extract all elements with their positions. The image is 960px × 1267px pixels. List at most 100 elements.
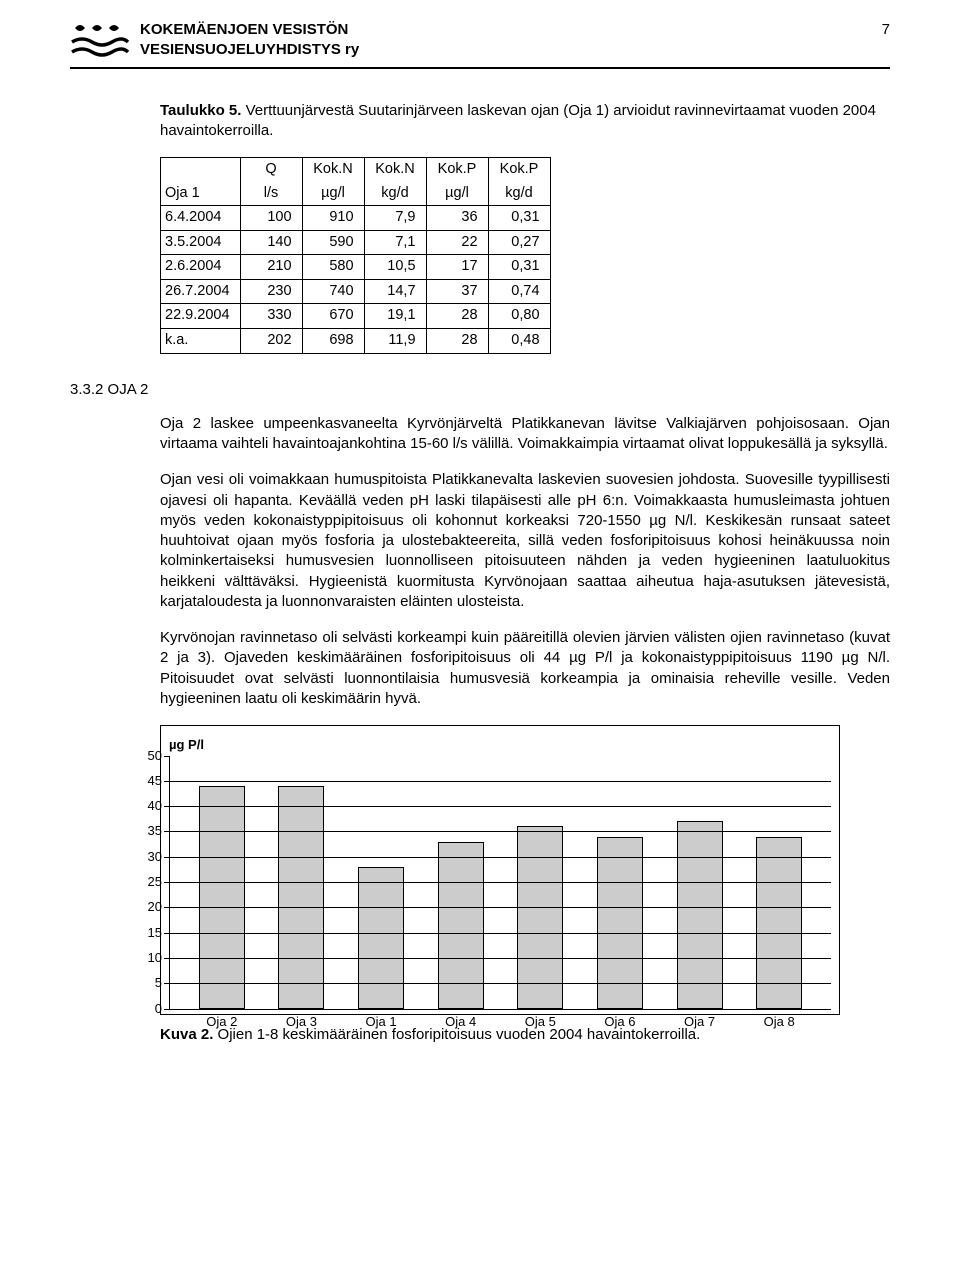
main-content: Taulukko 5. Verttuunjärvestä Suutarinjär…	[70, 101, 890, 1046]
y-axis-label: µg P/l	[169, 736, 831, 754]
header-line1: KOKEMÄENJOEN VESISTÖN	[140, 21, 348, 38]
table-cell: 2.6.2004	[161, 255, 241, 280]
table-row: 22.9.200433067019,1280,80	[161, 304, 551, 329]
table-cell: 36	[426, 206, 488, 231]
table-row: 6.4.20041009107,9360,31	[161, 206, 551, 231]
table-header-cell: kg/d	[364, 182, 426, 206]
table-cell: 7,1	[364, 230, 426, 255]
y-tick	[164, 857, 170, 858]
table-cell: 0,31	[488, 255, 550, 280]
gridline	[170, 831, 831, 832]
table-cell: 22.9.2004	[161, 304, 241, 329]
table-cell: 230	[240, 279, 302, 304]
y-tick	[164, 831, 170, 832]
y-tick	[164, 806, 170, 807]
table-head: QKok.NKok.NKok.PKok.POja 1l/sµg/lkg/dµg/…	[161, 158, 551, 206]
y-tick-label: 20	[138, 899, 162, 917]
table-header-cell	[161, 158, 241, 182]
header-line2: VESIENSUOJELUYHDISTYS ry	[140, 41, 359, 58]
table-cell: 580	[302, 255, 364, 280]
table-cell: 910	[302, 206, 364, 231]
table-cell: 210	[240, 255, 302, 280]
caption-label: Taulukko 5.	[160, 102, 241, 119]
paragraph-3: Kyrvönojan ravinnetaso oli selvästi kork…	[160, 628, 890, 709]
page-number: 7	[882, 20, 890, 40]
y-tick-label: 35	[138, 823, 162, 841]
table-row: 2.6.200421058010,5170,31	[161, 255, 551, 280]
gridline	[170, 933, 831, 934]
table-header-cell: µg/l	[426, 182, 488, 206]
logo-icon	[70, 20, 130, 60]
y-tick	[164, 756, 170, 757]
table-header-cell: Kok.N	[364, 158, 426, 182]
gridline	[170, 983, 831, 984]
x-label: Oja 1	[358, 1013, 404, 1031]
table-cell: 330	[240, 304, 302, 329]
y-tick-label: 0	[138, 1000, 162, 1018]
table-cell: 6.4.2004	[161, 206, 241, 231]
table-cell: 11,9	[364, 328, 426, 353]
data-table: QKok.NKok.NKok.PKok.POja 1l/sµg/lkg/dµg/…	[160, 157, 551, 354]
table-cell: 19,1	[364, 304, 426, 329]
plot-area: Oja 2Oja 3Oja 1Oja 4Oja 5Oja 6Oja 7Oja 8…	[169, 756, 831, 1010]
x-label: Oja 5	[517, 1013, 563, 1031]
y-tick-label: 45	[138, 772, 162, 790]
bar	[199, 786, 245, 1009]
y-tick-label: 25	[138, 873, 162, 891]
x-label: Oja 7	[677, 1013, 723, 1031]
table-header-cell: Q	[240, 158, 302, 182]
table-cell: 17	[426, 255, 488, 280]
bar	[517, 826, 563, 1008]
x-label: Oja 2	[199, 1013, 245, 1031]
table-cell: 0,48	[488, 328, 550, 353]
paragraph-1: Oja 2 laskee umpeenkasvaneelta Kyrvönjär…	[160, 414, 890, 455]
y-tick	[164, 958, 170, 959]
table-cell: 37	[426, 279, 488, 304]
x-label: Oja 3	[278, 1013, 324, 1031]
table-cell: 10,5	[364, 255, 426, 280]
table-cell: k.a.	[161, 328, 241, 353]
y-tick-label: 30	[138, 848, 162, 866]
section-heading: 3.3.2 OJA 2	[70, 380, 890, 400]
table-cell: 100	[240, 206, 302, 231]
bar	[677, 821, 723, 1008]
bar	[278, 786, 324, 1009]
gridline	[170, 857, 831, 858]
gridline	[170, 907, 831, 908]
paragraph-2: Ojan vesi oli voimakkaan humuspitoista P…	[160, 470, 890, 612]
y-tick-label: 50	[138, 747, 162, 765]
table-cell: 28	[426, 304, 488, 329]
bar	[358, 867, 404, 1009]
table-cell: 7,9	[364, 206, 426, 231]
table-cell: 202	[240, 328, 302, 353]
x-label: Oja 6	[597, 1013, 643, 1031]
table-cell: 698	[302, 328, 364, 353]
x-label: Oja 4	[438, 1013, 484, 1031]
table-cell: 0,31	[488, 206, 550, 231]
table-header-cell: kg/d	[488, 182, 550, 206]
gridline	[170, 958, 831, 959]
bar-chart: µg P/l Oja 2Oja 3Oja 1Oja 4Oja 5Oja 6Oja…	[160, 725, 840, 1015]
gridline	[170, 806, 831, 807]
y-tick-label: 5	[138, 974, 162, 992]
table-cell: 3.5.2004	[161, 230, 241, 255]
table-row: 26.7.200423074014,7370,74	[161, 279, 551, 304]
y-tick	[164, 907, 170, 908]
y-tick-label: 15	[138, 924, 162, 942]
page-header: KOKEMÄENJOEN VESISTÖN VESIENSUOJELUYHDIS…	[70, 20, 890, 69]
table-row: 3.5.20041405907,1220,27	[161, 230, 551, 255]
table-header-cell: µg/l	[302, 182, 364, 206]
table-row: k.a.20269811,9280,48	[161, 328, 551, 353]
y-tick	[164, 933, 170, 934]
x-labels: Oja 2 Oja 3 Oja 1 Oja 4 Oja 5 Oja 6 Oja 7 Oja 8	[170, 1013, 831, 1031]
table-header-cell: l/s	[240, 182, 302, 206]
gridline	[170, 781, 831, 782]
table-cell: 26.7.2004	[161, 279, 241, 304]
header-title: KOKEMÄENJOEN VESISTÖN VESIENSUOJELUYHDIS…	[140, 20, 882, 61]
table-cell: 0,80	[488, 304, 550, 329]
y-tick	[164, 1009, 170, 1010]
y-tick-label: 40	[138, 797, 162, 815]
table-header-cell: Kok.P	[426, 158, 488, 182]
y-tick	[164, 983, 170, 984]
x-label: Oja 8	[756, 1013, 802, 1031]
